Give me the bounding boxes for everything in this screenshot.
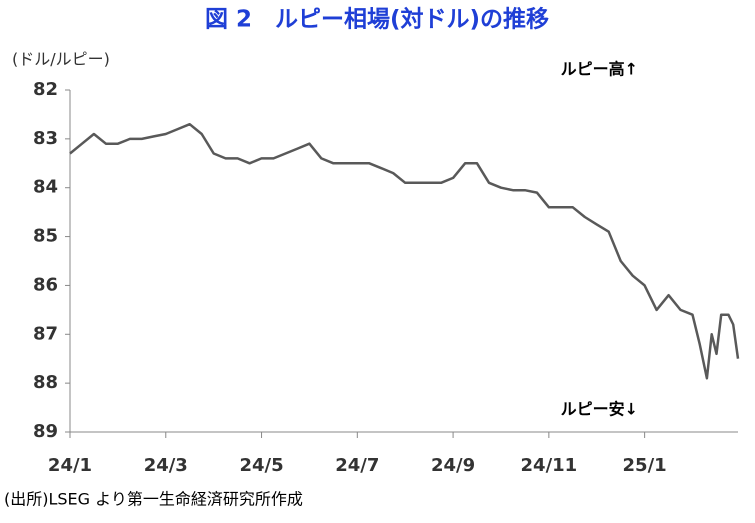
y-tick-label: 85 (33, 226, 58, 247)
x-tick-label: 24/1 (48, 455, 92, 476)
y-tick-label: 84 (33, 177, 58, 198)
x-tick-label: 24/11 (521, 455, 578, 476)
annotation: ルピー高↑ (561, 60, 638, 79)
y-tick-label: 82 (33, 79, 58, 100)
y-tick-label: 87 (33, 323, 58, 344)
price-line (69, 122, 740, 380)
source-note: (出所)LSEG より第一生命経済研究所作成 (4, 490, 303, 509)
y-tick-label: 83 (33, 128, 58, 149)
y-axis-label: (ドル/ルピー) (12, 50, 110, 69)
y-tick-label: 86 (33, 274, 58, 295)
x-tick-label: 24/3 (144, 455, 188, 476)
annotation: ルピー安↓ (561, 400, 638, 419)
x-tick-label: 24/7 (335, 455, 379, 476)
x-tick-label: 24/5 (239, 455, 283, 476)
x-tick-label: 25/1 (623, 455, 667, 476)
chart-title: 図 2 ルピー相場(対ドル)の推移 (205, 7, 549, 33)
x-tick-label: 24/9 (431, 455, 475, 476)
y-tick-label: 88 (33, 372, 58, 393)
y-tick-label: 89 (33, 421, 58, 442)
